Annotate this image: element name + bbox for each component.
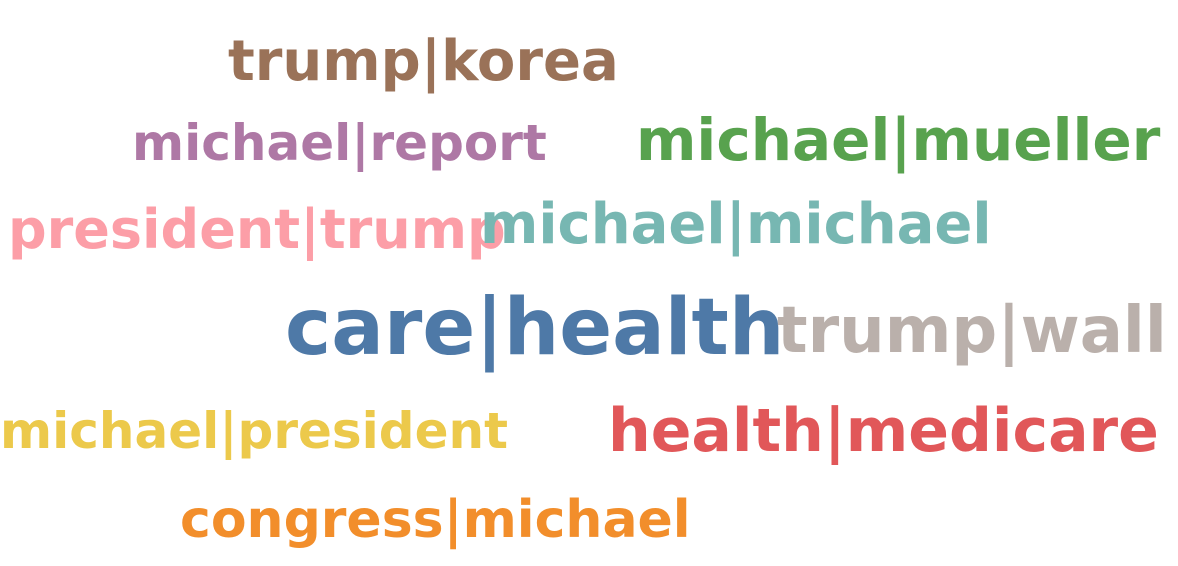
word-michael-president: michael|president [0,402,508,460]
word-trump-wall: trump|wall [777,294,1167,368]
word-congress-michael: congress|michael [180,490,691,550]
word-michael-mueller: michael|mueller [636,106,1161,174]
word-michael-michael: michael|michael [480,192,992,257]
word-president-trump: president|trump [8,198,506,261]
word-care-health: care|health [285,283,785,373]
word-trump-korea: trump|korea [228,29,619,94]
word-health-medicare: health|medicare [608,396,1159,466]
word-michael-report: michael|report [132,114,547,172]
